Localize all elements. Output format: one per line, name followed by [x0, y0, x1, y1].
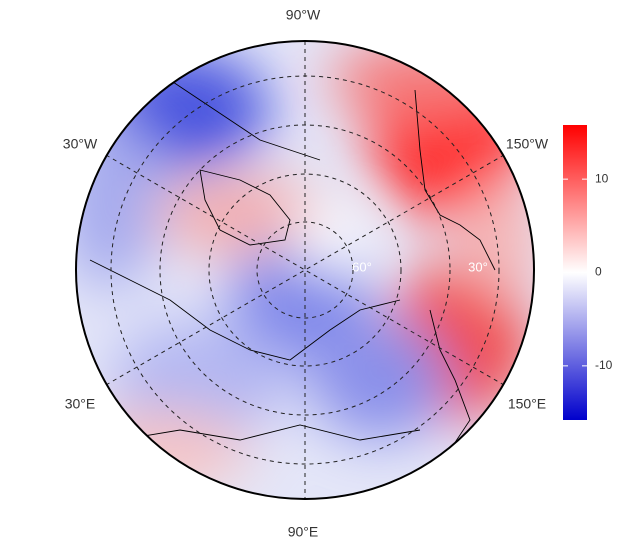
colorbar-tick-label: -10	[595, 358, 613, 372]
lon-label: 150°W	[506, 136, 549, 152]
graticule	[105, 41, 505, 499]
lon-label: 30°E	[65, 396, 96, 412]
lon-label: 30°W	[63, 136, 98, 152]
lon-label: 90°W	[286, 7, 321, 23]
lat-label: 60°	[352, 259, 372, 274]
colorbar-tick-label: 10	[595, 171, 609, 185]
lon-label: 150°E	[508, 396, 546, 412]
colorbar-tick-label: 0	[595, 265, 602, 279]
map-field	[76, 41, 534, 499]
map-border	[75, 40, 535, 500]
lon-label: 90°E	[288, 524, 319, 540]
lat-label: 30°	[468, 259, 488, 274]
